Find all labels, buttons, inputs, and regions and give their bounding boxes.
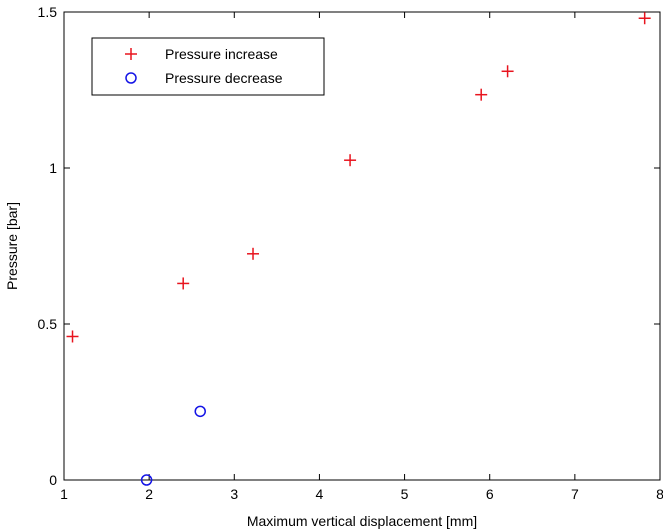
legend: Pressure increase Pressure decrease [91,37,325,96]
legend-symbol-pressure-increase [125,48,137,60]
data-point-pressure-increase [177,277,190,290]
x-tick-label: 2 [145,486,153,502]
x-tick-label: 5 [401,486,409,502]
x-tick-label: 4 [316,486,324,502]
x-tick-label: 7 [571,486,579,502]
x-tick-label: 3 [230,486,238,502]
data-point-pressure-increase [475,88,488,101]
legend-marker-plus [125,48,137,60]
x-tick-label: 6 [486,486,494,502]
legend-symbol-pressure-decrease [125,72,137,84]
data-point-pressure-increase [638,12,651,25]
x-axis-title: Maximum vertical displacement [mm] [247,513,477,529]
data-point-pressure-decrease [194,405,206,418]
data-point-pressure-increase [66,330,79,343]
y-tick-label: 1 [49,160,57,176]
data-marks [66,12,651,486]
data-point-pressure-increase [501,65,514,78]
legend-label-pressure-decrease: Pressure decrease [165,70,283,86]
data-point-pressure-decrease [140,474,153,486]
legend-marker-circle [125,72,137,84]
y-axis-title: Pressure [bar] [4,202,20,290]
y-tick-label: 0 [49,472,57,488]
y-tick-label: 1.5 [38,4,58,20]
x-tick-label: 8 [656,486,663,502]
axis-ticks [63,11,661,481]
legend-label-pressure-increase: Pressure increase [165,46,278,62]
legend-box [91,37,325,96]
data-point-pressure-increase [344,154,357,167]
x-tick-label: 1 [60,486,68,502]
data-point-pressure-increase [247,247,260,260]
y-tick-label: 0.5 [38,316,58,332]
axis-tick-labels: 1 2 3 4 5 6 7 8 0 0.5 1 1.5 [38,4,663,502]
